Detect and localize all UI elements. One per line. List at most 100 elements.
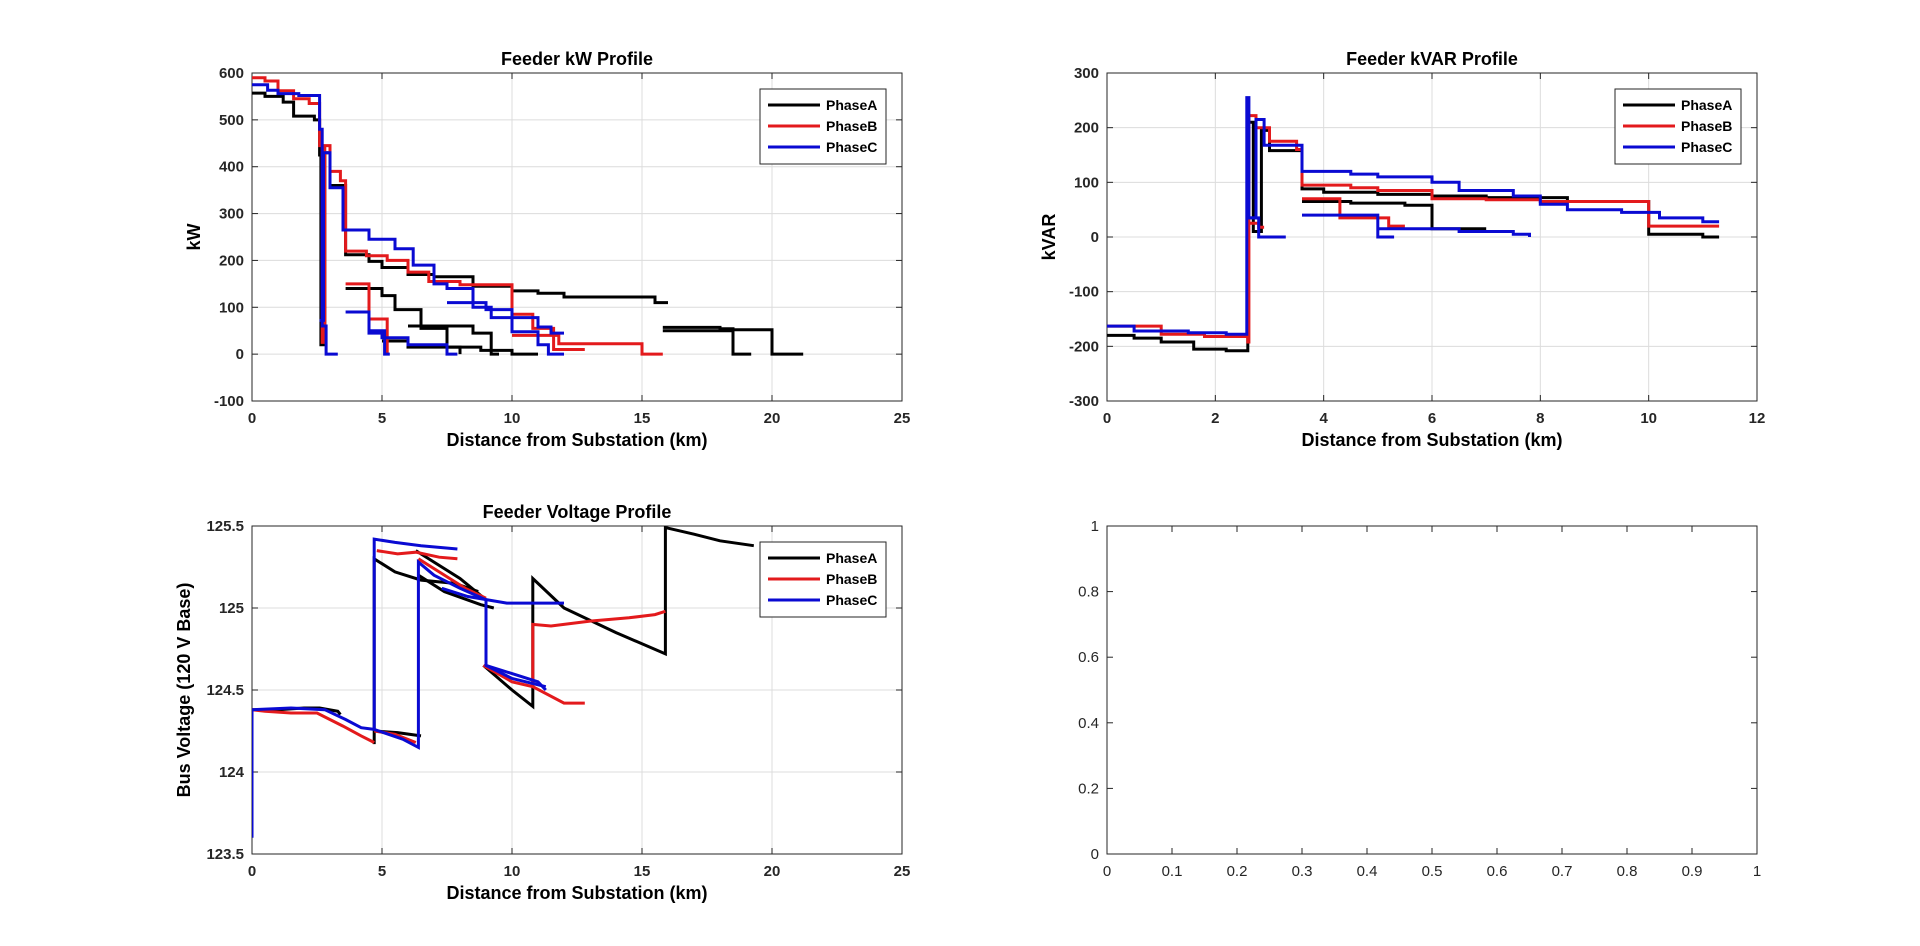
series-line-PhaseC (345, 310, 458, 356)
series-line-PhaseC (447, 301, 564, 356)
y-tick-label: 1 (1091, 518, 1099, 535)
chart-title: Feeder kW Profile (501, 49, 653, 69)
x-axis-label: Distance from Substation (km) (446, 430, 707, 450)
legend-label: PhaseB (826, 571, 877, 587)
x-tick-label: 0.2 (1227, 863, 1248, 880)
series-line-PhaseC (1247, 216, 1286, 239)
y-tick-label: 100 (1074, 174, 1099, 191)
y-tick-label: 500 (219, 112, 244, 129)
x-tick-label: 10 (504, 863, 521, 880)
x-tick-label: 25 (894, 863, 911, 880)
series-line-PhaseA (662, 328, 804, 356)
y-tick-label: 300 (1074, 65, 1099, 82)
x-tick-label: 0 (1103, 410, 1111, 427)
x-tick-label: 0.4 (1357, 863, 1378, 880)
x-tick-label: 25 (894, 410, 911, 427)
x-tick-label: 15 (634, 410, 651, 427)
x-tick-label: 6 (1428, 410, 1436, 427)
x-tick-label: 5 (378, 863, 386, 880)
plot-border (1106, 72, 1758, 402)
y-tick-label: 600 (219, 65, 244, 82)
chart-kw: 0 5 10 15 20 25-1000100200300400500600Feeder … (184, 49, 910, 450)
series-line-PhaseC (1107, 96, 1720, 336)
series-line-PhaseC (369, 329, 390, 356)
y-tick-label: 0 (1091, 229, 1099, 246)
x-tick-label: 0.6 (1487, 863, 1508, 880)
y-tick-label: -100 (1069, 284, 1099, 301)
x-tick-label: 0.8 (1617, 863, 1638, 880)
chart-kvar: 0 2 4 6 8 10 12 -300 -200 -100 0 100 200 300 Feeder kV… (1039, 49, 1765, 450)
chart-title: Feeder Voltage Profile (483, 502, 672, 522)
x-tick-label: 4 (1319, 410, 1328, 427)
y-tick-label: 125.5 (206, 518, 244, 535)
x-tick-label: 12 (1749, 410, 1766, 427)
legend: PhaseA PhaseB PhaseC (1614, 88, 1742, 165)
x-tick-label: 20 (764, 410, 781, 427)
legend: PhaseA PhaseB PhaseC (759, 541, 887, 618)
x-tick-label: 0 (248, 863, 256, 880)
y-tick-label: 300 (219, 206, 244, 223)
x-tick-label: 10 (504, 410, 521, 427)
y-tick-label: 200 (219, 252, 244, 269)
series-line-PhaseC (441, 586, 564, 605)
y-tick-label: 200 (1074, 120, 1099, 137)
y-tick-label: 0 (1091, 846, 1099, 863)
y-tick-label: 123.5 (206, 846, 244, 863)
x-tick-label: 15 (634, 863, 651, 880)
series-line-PhaseB (1107, 114, 1720, 344)
series-PhaseC (252, 537, 564, 838)
legend-label: PhaseA (826, 97, 877, 113)
legend-label: PhaseC (1681, 139, 1732, 155)
x-tick-label: 0.7 (1552, 863, 1573, 880)
series-line-PhaseA (408, 324, 499, 356)
legend-label: PhaseC (826, 139, 877, 155)
series-line-PhaseB (376, 549, 458, 561)
y-tick-label: 0.6 (1078, 649, 1099, 666)
series-line-PhaseC (319, 151, 564, 335)
y-tick-label: 0 (236, 346, 244, 363)
series-line-PhaseA (1302, 200, 1487, 231)
series-line-PhaseA (252, 91, 668, 347)
series-line-PhaseB (512, 333, 663, 356)
series-PhaseA (1107, 120, 1720, 353)
y-tick-label: 100 (219, 299, 244, 316)
series-PhaseB (252, 549, 666, 744)
series-line-PhaseC (373, 558, 547, 750)
x-axis-label: Distance from Substation (km) (446, 883, 707, 903)
y-axis-label: kW (184, 223, 204, 250)
series-line-PhaseB (252, 76, 585, 351)
series-line-PhaseC (252, 83, 338, 356)
chart-empty: 0 0.1 0.2 0.3 0.4 0.5 0.6 0.7 0.8 0.9 1 0 0.2 0.4 0.6 0… (1078, 518, 1761, 880)
y-tick-label: -300 (1069, 393, 1099, 410)
x-tick-label: 8 (1536, 410, 1544, 427)
y-tick-label: 0.8 (1078, 584, 1099, 601)
legend-label: PhaseB (826, 118, 877, 134)
series-line-PhaseB (252, 708, 375, 744)
x-tick-label: 0 (1103, 863, 1111, 880)
legend-label: PhaseC (826, 592, 877, 608)
series-line-PhaseC (252, 537, 458, 838)
series-line-PhaseA (482, 526, 755, 710)
chart-voltage: 0 5 10 15 20 25 123.5 124 124.5 125 125.5 Feeder Vo… (174, 502, 910, 903)
x-tick-label: 1 (1753, 863, 1761, 880)
legend: PhaseA PhaseB PhaseC (759, 88, 887, 165)
series-PhaseC (1107, 96, 1720, 336)
x-tick-label: 0.3 (1292, 863, 1313, 880)
series-PhaseC (252, 83, 564, 356)
series-line-PhaseA (662, 325, 752, 356)
y-tick-label: 400 (219, 159, 244, 176)
series-line-PhaseA (1107, 120, 1720, 353)
plot-border (1106, 525, 1758, 855)
y-axis-label: kVAR (1039, 214, 1059, 261)
x-tick-label: 2 (1211, 410, 1219, 427)
legend-label: PhaseA (826, 550, 877, 566)
y-tick-label: -200 (1069, 338, 1099, 355)
plot-border (251, 72, 903, 402)
y-tick-label: 124.5 (206, 682, 244, 699)
y-tick-label: -100 (214, 393, 244, 410)
y-tick-label: 0.2 (1078, 780, 1099, 797)
x-tick-label: 0.5 (1422, 863, 1443, 880)
x-axis-label: Distance from Substation (km) (1301, 430, 1562, 450)
series-line-PhaseB (1302, 197, 1405, 228)
